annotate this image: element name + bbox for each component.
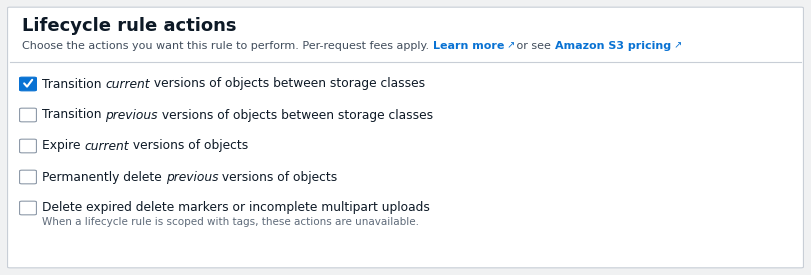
Text: ↗: ↗: [504, 40, 515, 50]
Text: versions of objects between storage classes: versions of objects between storage clas…: [158, 109, 433, 122]
FancyBboxPatch shape: [19, 201, 36, 215]
Text: previous: previous: [105, 109, 158, 122]
Text: Transition: Transition: [42, 109, 105, 122]
Text: versions of objects: versions of objects: [129, 139, 248, 153]
Text: Delete expired delete markers or incomplete multipart uploads: Delete expired delete markers or incompl…: [42, 202, 430, 214]
Text: current: current: [105, 78, 150, 90]
Text: Transition: Transition: [42, 78, 105, 90]
Text: or see: or see: [513, 41, 555, 51]
Text: versions of objects between storage classes: versions of objects between storage clas…: [150, 78, 425, 90]
Text: Learn more: Learn more: [432, 41, 504, 51]
Text: Expire: Expire: [42, 139, 84, 153]
FancyBboxPatch shape: [7, 7, 804, 268]
FancyBboxPatch shape: [19, 108, 36, 122]
FancyBboxPatch shape: [19, 170, 36, 184]
FancyBboxPatch shape: [19, 139, 36, 153]
Text: Permanently delete: Permanently delete: [42, 170, 165, 183]
Text: Lifecycle rule actions: Lifecycle rule actions: [22, 17, 237, 35]
Text: Choose the actions you want this rule to perform. Per-request fees apply.: Choose the actions you want this rule to…: [22, 41, 432, 51]
Text: versions of objects: versions of objects: [218, 170, 337, 183]
Text: Amazon S3 pricing: Amazon S3 pricing: [555, 41, 671, 51]
Text: When a lifecycle rule is scoped with tags, these actions are unavailable.: When a lifecycle rule is scoped with tag…: [42, 217, 419, 227]
Text: previous: previous: [165, 170, 218, 183]
Text: ↗: ↗: [671, 40, 682, 50]
Text: current: current: [84, 139, 129, 153]
FancyBboxPatch shape: [19, 77, 36, 91]
